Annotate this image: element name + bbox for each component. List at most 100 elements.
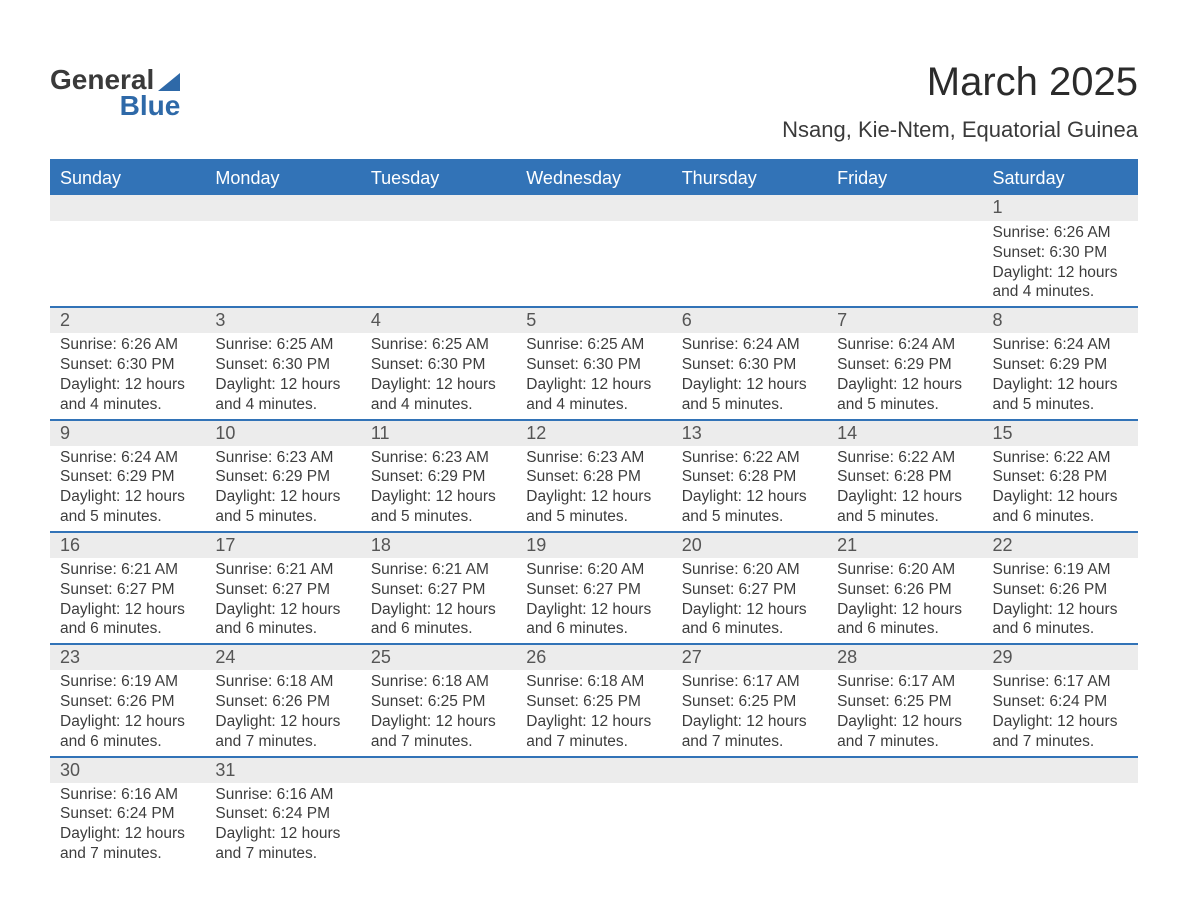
day-number: 12 bbox=[516, 420, 671, 446]
day-details: Sunrise: 6:18 AMSunset: 6:25 PMDaylight:… bbox=[516, 670, 671, 756]
day-day1: Daylight: 12 hours bbox=[526, 375, 661, 395]
day-day2: and 6 minutes. bbox=[682, 619, 817, 639]
day-details: Sunrise: 6:21 AMSunset: 6:27 PMDaylight:… bbox=[205, 558, 360, 644]
day-number: 7 bbox=[827, 307, 982, 333]
day-sunrise: Sunrise: 6:18 AM bbox=[526, 672, 661, 692]
day-number bbox=[672, 757, 827, 783]
day-day2: and 6 minutes. bbox=[215, 619, 350, 639]
header: General Blue March 2025 Nsang, Kie-Ntem,… bbox=[50, 40, 1138, 151]
day-sunset: Sunset: 6:25 PM bbox=[682, 692, 817, 712]
day-number: 15 bbox=[983, 420, 1138, 446]
day-day2: and 7 minutes. bbox=[371, 732, 506, 752]
logo-triangle-icon bbox=[158, 73, 180, 91]
day-number-row: 2345678 bbox=[50, 307, 1138, 333]
day-number-row: 9101112131415 bbox=[50, 420, 1138, 446]
day-sunrise: Sunrise: 6:21 AM bbox=[215, 560, 350, 580]
day-number: 14 bbox=[827, 420, 982, 446]
day-detail-row: Sunrise: 6:26 AMSunset: 6:30 PMDaylight:… bbox=[50, 221, 1138, 307]
day-day2: and 7 minutes. bbox=[60, 844, 195, 864]
day-sunset: Sunset: 6:28 PM bbox=[837, 467, 972, 487]
day-details: Sunrise: 6:21 AMSunset: 6:27 PMDaylight:… bbox=[50, 558, 205, 644]
day-sunrise: Sunrise: 6:24 AM bbox=[60, 448, 195, 468]
day-day1: Daylight: 12 hours bbox=[993, 600, 1128, 620]
day-number: 10 bbox=[205, 420, 360, 446]
day-sunrise: Sunrise: 6:21 AM bbox=[371, 560, 506, 580]
day-day1: Daylight: 12 hours bbox=[993, 712, 1128, 732]
day-sunrise: Sunrise: 6:26 AM bbox=[60, 335, 195, 355]
day-details: Sunrise: 6:24 AMSunset: 6:29 PMDaylight:… bbox=[827, 333, 982, 419]
day-day2: and 5 minutes. bbox=[215, 507, 350, 527]
day-day1: Daylight: 12 hours bbox=[682, 375, 817, 395]
day-number: 22 bbox=[983, 532, 1138, 558]
day-day2: and 4 minutes. bbox=[371, 395, 506, 415]
day-day2: and 5 minutes. bbox=[60, 507, 195, 527]
day-details: Sunrise: 6:23 AMSunset: 6:29 PMDaylight:… bbox=[361, 446, 516, 532]
day-details: Sunrise: 6:25 AMSunset: 6:30 PMDaylight:… bbox=[516, 333, 671, 419]
weekday-header: Thursday bbox=[672, 162, 827, 195]
day-detail-row: Sunrise: 6:19 AMSunset: 6:26 PMDaylight:… bbox=[50, 670, 1138, 756]
day-sunset: Sunset: 6:24 PM bbox=[215, 804, 350, 824]
day-sunrise: Sunrise: 6:24 AM bbox=[993, 335, 1128, 355]
day-details: Sunrise: 6:19 AMSunset: 6:26 PMDaylight:… bbox=[983, 558, 1138, 644]
day-sunrise: Sunrise: 6:20 AM bbox=[526, 560, 661, 580]
day-details: Sunrise: 6:22 AMSunset: 6:28 PMDaylight:… bbox=[827, 446, 982, 532]
day-details: Sunrise: 6:20 AMSunset: 6:27 PMDaylight:… bbox=[672, 558, 827, 644]
day-detail-row: Sunrise: 6:24 AMSunset: 6:29 PMDaylight:… bbox=[50, 446, 1138, 532]
day-sunrise: Sunrise: 6:23 AM bbox=[371, 448, 506, 468]
day-number: 3 bbox=[205, 307, 360, 333]
day-sunrise: Sunrise: 6:20 AM bbox=[682, 560, 817, 580]
day-details bbox=[205, 221, 360, 307]
day-sunrise: Sunrise: 6:23 AM bbox=[526, 448, 661, 468]
day-day1: Daylight: 12 hours bbox=[215, 600, 350, 620]
calendar-page: General Blue March 2025 Nsang, Kie-Ntem,… bbox=[0, 0, 1188, 908]
day-day2: and 5 minutes. bbox=[682, 395, 817, 415]
day-day2: and 6 minutes. bbox=[526, 619, 661, 639]
day-number: 29 bbox=[983, 644, 1138, 670]
day-details bbox=[983, 783, 1138, 868]
day-day1: Daylight: 12 hours bbox=[60, 712, 195, 732]
day-details: Sunrise: 6:23 AMSunset: 6:29 PMDaylight:… bbox=[205, 446, 360, 532]
day-sunrise: Sunrise: 6:22 AM bbox=[993, 448, 1128, 468]
day-details: Sunrise: 6:18 AMSunset: 6:25 PMDaylight:… bbox=[361, 670, 516, 756]
day-sunrise: Sunrise: 6:22 AM bbox=[837, 448, 972, 468]
day-number bbox=[205, 195, 360, 221]
day-number bbox=[827, 757, 982, 783]
day-day1: Daylight: 12 hours bbox=[993, 487, 1128, 507]
day-sunrise: Sunrise: 6:16 AM bbox=[215, 785, 350, 805]
day-number bbox=[361, 757, 516, 783]
day-sunset: Sunset: 6:24 PM bbox=[60, 804, 195, 824]
day-details bbox=[516, 221, 671, 307]
day-day1: Daylight: 12 hours bbox=[526, 712, 661, 732]
day-sunrise: Sunrise: 6:16 AM bbox=[60, 785, 195, 805]
day-day1: Daylight: 12 hours bbox=[837, 487, 972, 507]
day-details bbox=[516, 783, 671, 868]
day-sunrise: Sunrise: 6:18 AM bbox=[371, 672, 506, 692]
title-block: March 2025 Nsang, Kie-Ntem, Equatorial G… bbox=[782, 40, 1138, 151]
day-details: Sunrise: 6:20 AMSunset: 6:27 PMDaylight:… bbox=[516, 558, 671, 644]
title-location: Nsang, Kie-Ntem, Equatorial Guinea bbox=[782, 117, 1138, 143]
day-number: 26 bbox=[516, 644, 671, 670]
day-number: 30 bbox=[50, 757, 205, 783]
day-sunrise: Sunrise: 6:24 AM bbox=[837, 335, 972, 355]
day-sunset: Sunset: 6:27 PM bbox=[215, 580, 350, 600]
day-number: 8 bbox=[983, 307, 1138, 333]
day-details: Sunrise: 6:18 AMSunset: 6:26 PMDaylight:… bbox=[205, 670, 360, 756]
day-details: Sunrise: 6:26 AMSunset: 6:30 PMDaylight:… bbox=[50, 333, 205, 419]
day-number-row: 16171819202122 bbox=[50, 532, 1138, 558]
day-day1: Daylight: 12 hours bbox=[215, 824, 350, 844]
day-detail-row: Sunrise: 6:16 AMSunset: 6:24 PMDaylight:… bbox=[50, 783, 1138, 868]
day-number: 24 bbox=[205, 644, 360, 670]
day-sunset: Sunset: 6:30 PM bbox=[526, 355, 661, 375]
day-day1: Daylight: 12 hours bbox=[371, 712, 506, 732]
day-number bbox=[516, 195, 671, 221]
day-number: 4 bbox=[361, 307, 516, 333]
day-day1: Daylight: 12 hours bbox=[837, 712, 972, 732]
day-sunset: Sunset: 6:24 PM bbox=[993, 692, 1128, 712]
day-day2: and 6 minutes. bbox=[60, 732, 195, 752]
day-sunrise: Sunrise: 6:26 AM bbox=[993, 223, 1128, 243]
day-sunrise: Sunrise: 6:24 AM bbox=[682, 335, 817, 355]
day-day2: and 6 minutes. bbox=[837, 619, 972, 639]
day-detail-row: Sunrise: 6:21 AMSunset: 6:27 PMDaylight:… bbox=[50, 558, 1138, 644]
day-details: Sunrise: 6:17 AMSunset: 6:24 PMDaylight:… bbox=[983, 670, 1138, 756]
day-day2: and 6 minutes. bbox=[371, 619, 506, 639]
